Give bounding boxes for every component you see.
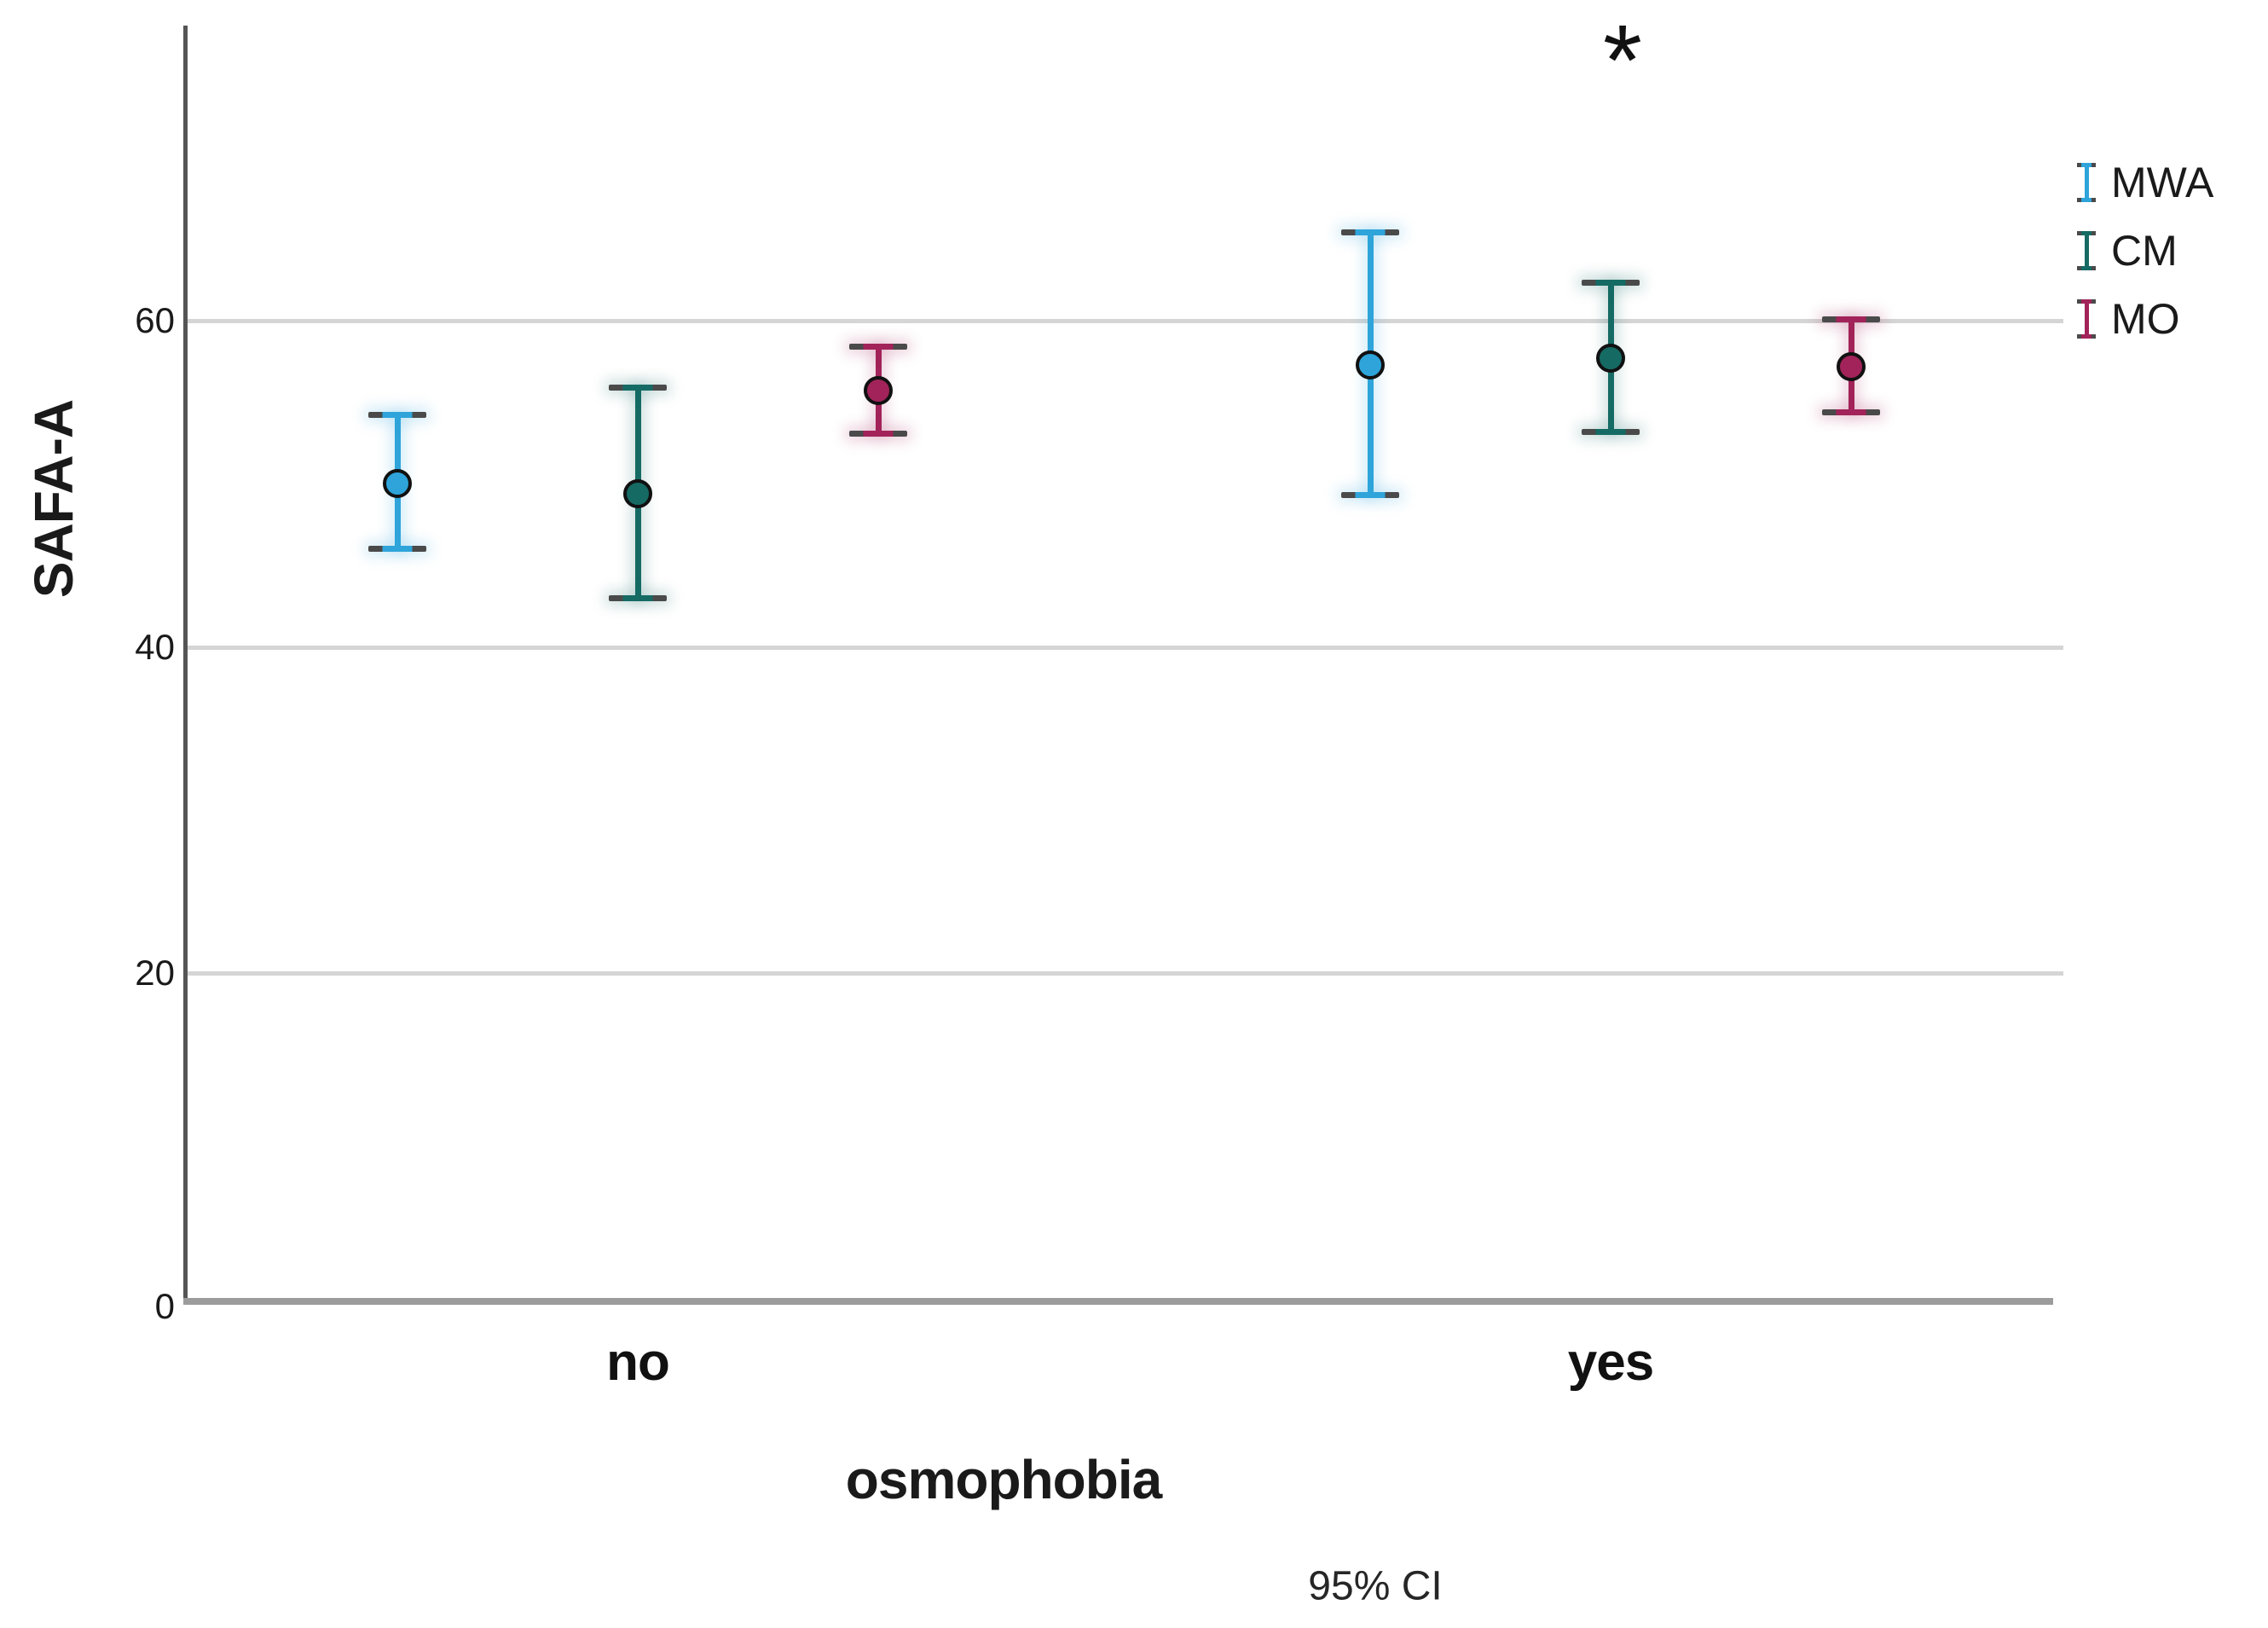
errorbar-MWA-yes	[1341, 229, 1399, 499]
x-tick-label-no: no	[606, 1333, 670, 1392]
legend-icon-cap-bottom	[2077, 266, 2096, 270]
errorbar-CM-no	[609, 384, 667, 601]
legend-icon-cap-bottom	[2077, 334, 2096, 339]
legend-icon-cap-top	[2077, 231, 2096, 235]
mean-dot	[864, 376, 893, 406]
y-tick-label-40: 40	[135, 626, 175, 667]
ci-cap-bottom	[1822, 408, 1880, 415]
ci-cap-bottom	[1582, 428, 1640, 435]
errorbar-CM-yes	[1582, 280, 1640, 435]
ci-cap-top	[849, 344, 907, 351]
legend-icon-cap-top	[2077, 299, 2096, 304]
errorbar-MWA-no	[368, 412, 426, 553]
ci-cap-bottom	[609, 594, 667, 601]
ci-cap-bottom	[368, 546, 426, 553]
mean-dot	[1596, 343, 1625, 373]
gridline-60	[185, 319, 2063, 323]
legend-errorbar-icon	[2077, 163, 2096, 202]
errorbar-MO-no	[849, 344, 907, 437]
legend-icon-line	[2084, 302, 2089, 336]
legend-errorbar-icon	[2077, 231, 2096, 270]
legend-icon-cap-bottom	[2077, 198, 2096, 202]
x-tick-label-yes: yes	[1567, 1333, 1654, 1392]
mean-dot	[383, 469, 412, 499]
legend-icon-cap-top	[2077, 163, 2096, 167]
mean-dot	[1356, 350, 1385, 379]
x-axis-title: osmophobia	[845, 1449, 1162, 1510]
ci-cap-bottom	[1341, 492, 1399, 499]
y-tick-label-20: 20	[135, 953, 175, 994]
legend-item-MO: MO	[2077, 295, 2180, 343]
legend-errorbar-icon	[2077, 299, 2096, 339]
ci-cap-top	[1822, 316, 1880, 322]
gridline-20	[185, 971, 2063, 976]
errorbar-MO-yes	[1822, 316, 1880, 415]
y-tick-label-0: 0	[154, 1286, 175, 1326]
ci-cap-top	[609, 384, 667, 391]
ci-cap-bottom	[849, 430, 907, 437]
legend-icon-line	[2084, 165, 2089, 200]
x-axis-line	[183, 1298, 2053, 1305]
mean-dot	[1837, 351, 1866, 381]
ci-cap-top	[1582, 280, 1640, 287]
y-axis-line	[183, 26, 188, 1305]
significance-asterisk: *	[1603, 4, 1642, 117]
ci-cap-top	[1341, 229, 1399, 236]
legend-item-label: CM	[2111, 227, 2178, 275]
legend-item-label: MWA	[2111, 159, 2214, 206]
legend-item-label: MO	[2111, 295, 2180, 343]
legend-icon-line	[2084, 234, 2089, 268]
y-tick-label-60: 60	[135, 300, 175, 340]
ci-cap-top	[368, 412, 426, 419]
mean-dot	[623, 478, 652, 508]
legend-item-CM: CM	[2077, 227, 2178, 275]
gridline-40	[185, 645, 2063, 650]
legend-item-MWA: MWA	[2077, 159, 2214, 206]
footnote-95ci: 95% CI	[1308, 1563, 1443, 1609]
